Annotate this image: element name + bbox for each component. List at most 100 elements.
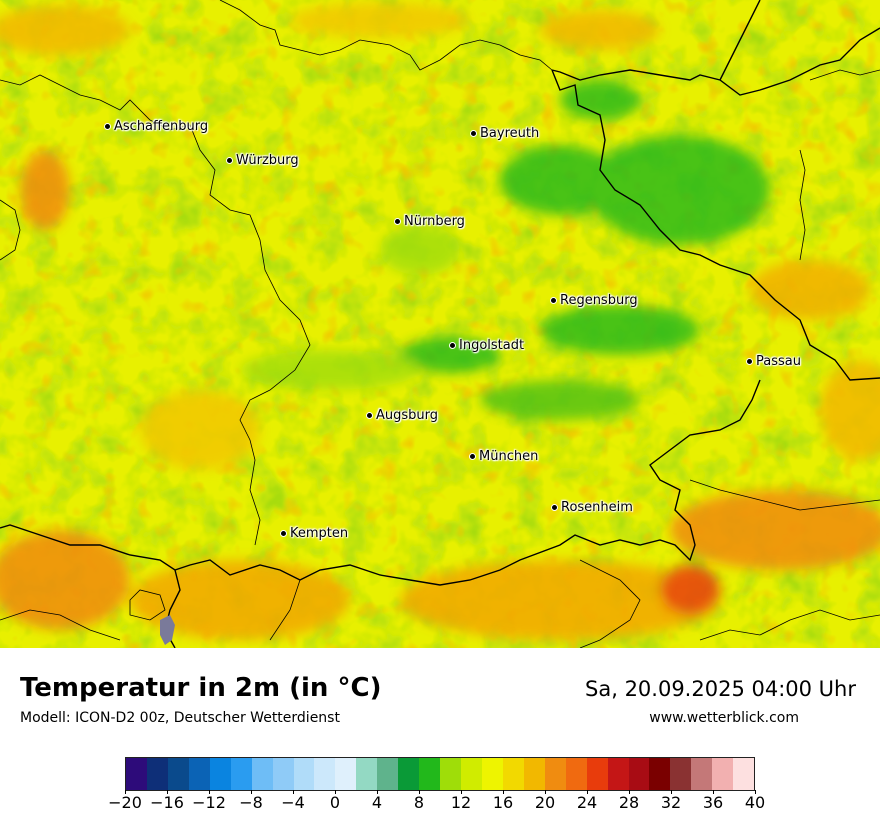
city-label: Rosenheim <box>561 500 633 515</box>
colorbar-tick-mark <box>545 790 546 794</box>
colorbar-segment <box>146 758 168 790</box>
warm-areas <box>0 2 880 640</box>
city-marker-ingolstadt: Ingolstadt <box>449 338 524 353</box>
colorbar-segment <box>356 758 378 790</box>
city-dot <box>470 130 477 137</box>
colorbar-segment <box>586 758 608 790</box>
city-label: Aschaffenburg <box>114 119 209 134</box>
city-label: Bayreuth <box>480 126 540 141</box>
colorbar-tick-mark <box>755 790 756 794</box>
colorbar-segment <box>502 758 524 790</box>
city-dot <box>550 297 557 304</box>
colorbar-tick-mark <box>251 790 252 794</box>
city-marker-rosenheim: Rosenheim <box>551 500 633 515</box>
city-dot <box>394 218 401 225</box>
colorbar-segment <box>670 758 692 790</box>
colorbar-tick-label: 36 <box>702 793 724 812</box>
temperature-map: Aschaffenburg Würzburg Bayreuth Nürnberg… <box>0 0 880 648</box>
colorbar-segment <box>230 758 252 790</box>
colorbar-segment <box>461 758 482 790</box>
city-dot <box>226 157 233 164</box>
city-dot <box>280 530 287 537</box>
colorbar-tick-mark <box>671 790 672 794</box>
colorbar-tick-mark <box>335 790 336 794</box>
colorbar-tick-label: 24 <box>576 793 598 812</box>
colorbar-segment <box>167 758 189 790</box>
city-marker-augsburg: Augsburg <box>366 408 438 423</box>
city-dot <box>104 123 111 130</box>
colorbar-tick-label: −20 <box>108 793 142 812</box>
map-title: Temperatur in 2m (in °C) <box>20 673 382 703</box>
city-marker-bayreuth: Bayreuth <box>470 126 539 141</box>
colorbar-tick-label: 20 <box>534 793 556 812</box>
colorbar-tick-label: −4 <box>281 793 305 812</box>
colorbar-tick-label: −12 <box>192 793 226 812</box>
colorbar-tick-label: 16 <box>492 793 514 812</box>
colorbar-tick-mark <box>461 790 462 794</box>
colorbar-segment <box>481 758 503 790</box>
city-marker-aschaffenburg: Aschaffenburg <box>104 119 208 134</box>
colorbar-segment <box>440 758 461 790</box>
colorbar-segment <box>691 758 713 790</box>
colorbar-segment <box>272 758 294 790</box>
colorbar-tick-mark <box>419 790 420 794</box>
colorbar-segment <box>398 758 420 790</box>
colorbar-segment <box>314 758 336 790</box>
colorbar-tick-mark <box>293 790 294 794</box>
colorbar-tick-label: −8 <box>239 793 263 812</box>
city-marker-regensburg: Regensburg <box>550 293 638 308</box>
city-label: Passau <box>756 354 801 369</box>
city-dot <box>469 453 476 460</box>
city-dot <box>551 504 558 511</box>
city-dot <box>449 342 456 349</box>
colorbar-tick-label: 32 <box>660 793 682 812</box>
model-credit: Modell: ICON-D2 00z, Deutscher Wetterdie… <box>20 710 340 726</box>
city-dot <box>746 358 753 365</box>
colorbar-segment <box>419 758 441 790</box>
map-canvas <box>0 0 880 648</box>
colorbar-segment <box>733 758 755 790</box>
temperature-colorbar <box>125 757 755 791</box>
city-marker-wuerzburg: Würzburg <box>226 153 299 168</box>
colorbar-segment <box>251 758 273 790</box>
city-dot <box>366 412 373 419</box>
colorbar-segment <box>649 758 671 790</box>
colorbar-segment <box>628 758 650 790</box>
city-label: Nürnberg <box>404 214 465 229</box>
colorbar-segment <box>188 758 210 790</box>
colorbar-segment <box>335 758 357 790</box>
colorbar-tick-label: 8 <box>413 793 425 812</box>
colorbar-tick-label: 12 <box>450 793 472 812</box>
colorbar-tick-mark <box>629 790 630 794</box>
colorbar-tick-mark <box>503 790 504 794</box>
colorbar-tick-mark <box>125 790 126 794</box>
city-label: Würzburg <box>236 153 299 168</box>
colorbar-tick-label: 0 <box>329 793 341 812</box>
city-label: München <box>479 449 539 464</box>
city-label: Augsburg <box>376 408 439 423</box>
colorbar-segment <box>377 758 399 790</box>
lake-constance <box>160 615 175 645</box>
colorbar-segment <box>126 758 147 790</box>
colorbar-segment <box>544 758 566 790</box>
city-marker-muenchen: München <box>469 449 538 464</box>
map-footer <box>0 648 880 830</box>
colorbar-tick-mark <box>587 790 588 794</box>
city-label: Kempten <box>290 526 349 541</box>
city-label: Ingolstadt <box>459 338 525 353</box>
city-marker-passau: Passau <box>746 354 801 369</box>
colorbar-segment <box>607 758 629 790</box>
colorbar-tick-mark <box>209 790 210 794</box>
colorbar-tick-mark <box>713 790 714 794</box>
colorbar-tick-mark <box>167 790 168 794</box>
colorbar-tick-label: 28 <box>618 793 640 812</box>
colorbar-tick-label: 40 <box>744 793 766 812</box>
cool-areas <box>240 80 770 420</box>
colorbar-tick-mark <box>377 790 378 794</box>
country-borders <box>0 0 880 648</box>
colorbar-ticks: −20 −16 −12 −8 −4 0 4 8 12 16 20 24 28 32 36 40 <box>108 790 765 823</box>
city-marker-nuernberg: Nürnberg <box>394 214 465 229</box>
city-marker-kempten: Kempten <box>280 526 348 541</box>
website-link[interactable]: www.wetterblick.com <box>649 710 799 726</box>
colorbar-segment <box>523 758 545 790</box>
